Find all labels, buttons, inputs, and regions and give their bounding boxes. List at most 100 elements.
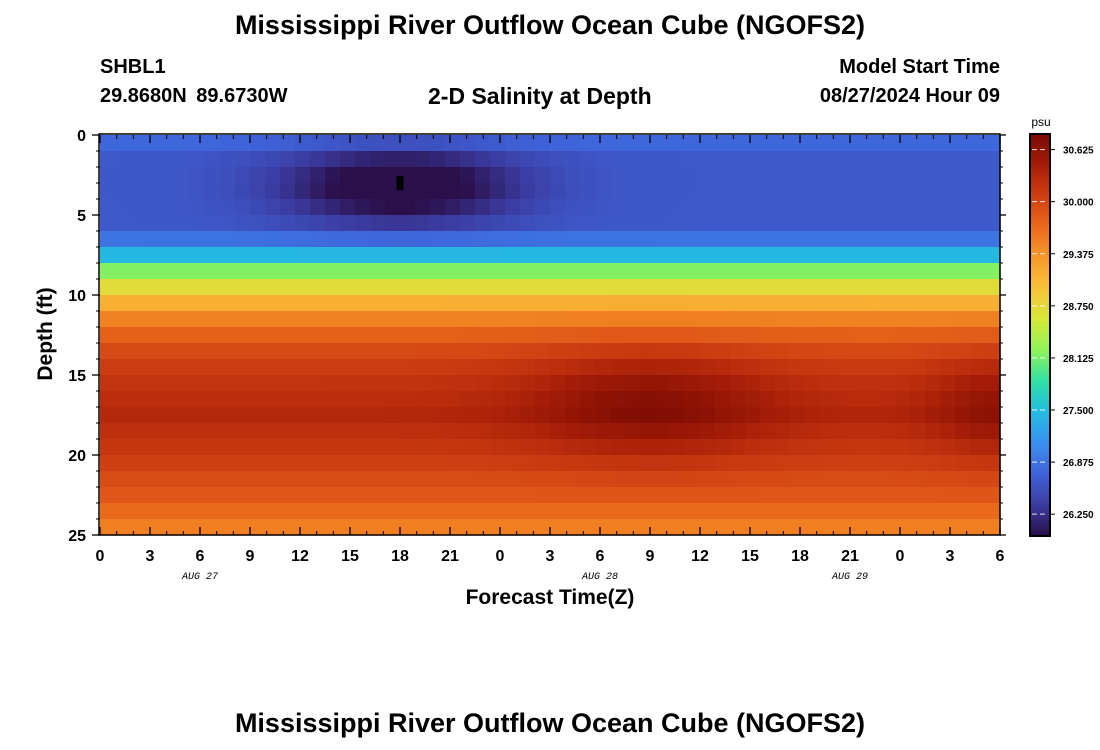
heatmap-cell [370,311,386,328]
heatmap-cell [220,247,236,264]
heatmap-cell [295,215,311,232]
heatmap-cell [475,279,491,296]
heatmap-cell [880,215,896,232]
heatmap-cell [835,151,851,168]
heatmap-cell [445,407,461,424]
heatmap-cell [505,231,521,248]
heatmap-cell [565,519,581,536]
heatmap-cell [805,199,821,216]
heatmap-cell [880,199,896,216]
heatmap-cell [640,183,656,200]
heatmap-cell [460,519,476,536]
heatmap-cell [265,215,281,232]
heatmap-cell [400,503,416,520]
heatmap-cell [325,263,341,280]
heatmap-cell [160,311,176,328]
heatmap-cell [610,487,626,504]
heatmap-cell [295,359,311,376]
heatmap-cell [205,311,221,328]
heatmap-cell [835,263,851,280]
heatmap-cell [415,199,431,216]
heatmap-cell [970,455,986,472]
heatmap-cell [535,375,551,392]
heatmap-cell [790,135,806,152]
heatmap-cell [205,455,221,472]
heatmap-cell [370,359,386,376]
heatmap-cell [145,247,161,264]
heatmap-cell [145,423,161,440]
heatmap-cell [880,487,896,504]
heatmap-cell [205,295,221,312]
heatmap-cell [805,471,821,488]
bottom-repeated-title: Mississippi River Outflow Ocean Cube (NG… [234,708,866,738]
heatmap-cell [865,263,881,280]
heatmap-cell [145,311,161,328]
heatmap-cell [790,391,806,408]
heatmap-cell [220,295,236,312]
heatmap-cell [895,183,911,200]
heatmap-cell [715,407,731,424]
heatmap-cell [475,183,491,200]
heatmap-cell [220,487,236,504]
heatmap-cell [190,199,206,216]
heatmap-cell [955,375,971,392]
heatmap-cell [445,391,461,408]
heatmap-cell [715,423,731,440]
heatmap-cell [100,183,116,200]
heatmap-cell [100,471,116,488]
heatmap-cell [355,231,371,248]
heatmap-cell [625,359,641,376]
heatmap-cell [670,199,686,216]
heatmap-cell [370,327,386,344]
heatmap-cell [910,503,926,520]
heatmap-cell [655,231,671,248]
heatmap-cell [580,503,596,520]
heatmap-cell [655,455,671,472]
heatmap-cell [775,343,791,360]
heatmap-cell [985,327,1001,344]
heatmap-cell [340,199,356,216]
heatmap-cell [220,343,236,360]
heatmap-cell [535,391,551,408]
heatmap-cell [910,295,926,312]
heatmap-cell [955,407,971,424]
heatmap-cell [340,423,356,440]
heatmap-cell [670,135,686,152]
heatmap-cell [595,471,611,488]
heatmap-cell [835,471,851,488]
heatmap-cell [625,375,641,392]
heatmap-cell [760,167,776,184]
heatmap-cell [160,327,176,344]
heatmap-cell [385,279,401,296]
heatmap-cell [835,359,851,376]
heatmap-cell [865,311,881,328]
heatmap-cell [640,519,656,536]
heatmap-cell [325,311,341,328]
heatmap-cell [925,439,941,456]
heatmap-cell [730,423,746,440]
heatmap-cell [145,231,161,248]
heatmap-cell [805,135,821,152]
heatmap-cell [250,407,266,424]
heatmap-cell [460,327,476,344]
heatmap-cell [715,279,731,296]
heatmap-cell [115,183,131,200]
heatmap-cell [955,503,971,520]
heatmap-cell [175,471,191,488]
heatmap-cell [985,359,1001,376]
heatmap-cell [565,167,581,184]
heatmap-cell [775,167,791,184]
heatmap-cell [220,231,236,248]
heatmap-cell [340,167,356,184]
heatmap-cell [610,231,626,248]
heatmap-cell [265,295,281,312]
heatmap-cell [355,215,371,232]
heatmap-cell [115,327,131,344]
heatmap-cell [580,263,596,280]
heatmap-cell [625,295,641,312]
heatmap-cell [520,343,536,360]
heatmap-cell [580,455,596,472]
heatmap-cell [415,487,431,504]
heatmap-cell [430,423,446,440]
heatmap-cell [565,503,581,520]
